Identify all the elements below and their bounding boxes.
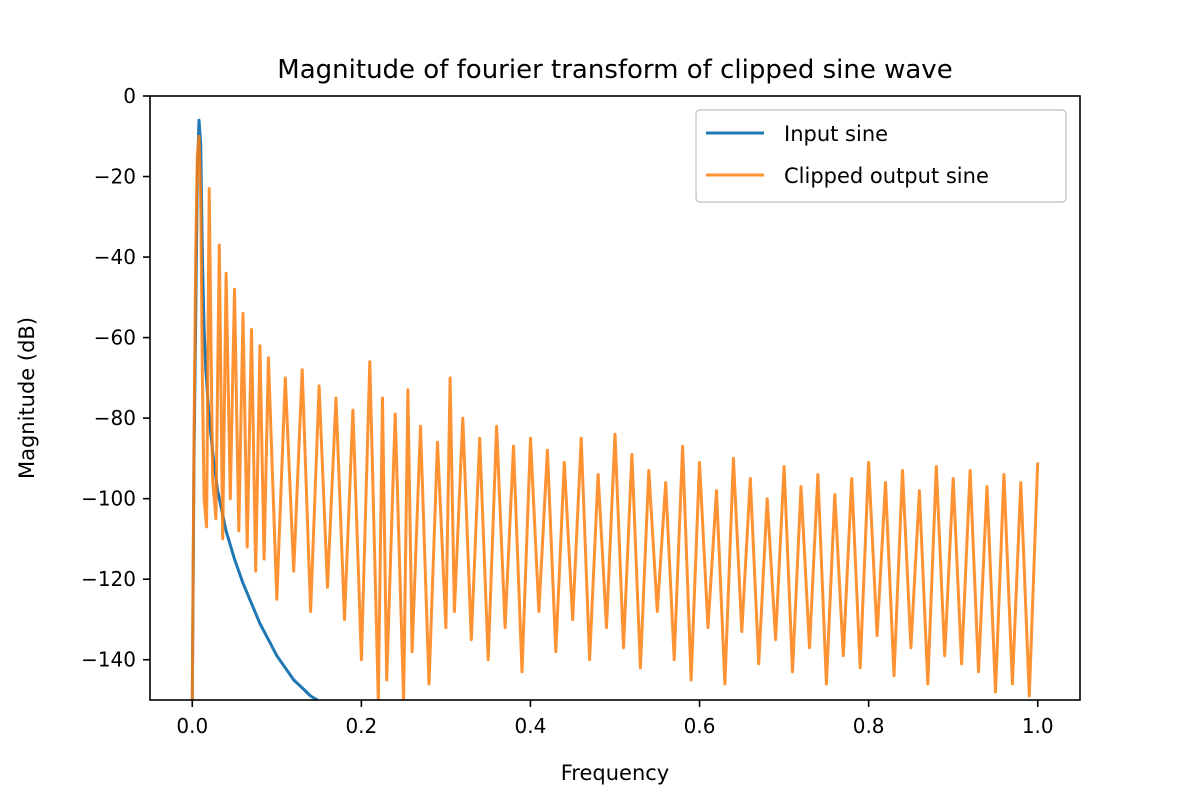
x-tick-label: 0.6 — [684, 714, 716, 738]
series-line-clipped-output-sine — [190, 134, 1040, 700]
y-tick-label: −120 — [81, 567, 136, 591]
y-tick-label: −100 — [81, 487, 136, 511]
plot-frame — [149, 95, 1081, 701]
legend-box — [695, 109, 1067, 203]
x-axis-label: Frequency — [561, 761, 670, 785]
y-tick-label: −140 — [81, 648, 136, 672]
y-tick-label: 0 — [123, 84, 136, 108]
x-tick-label: 0.8 — [853, 714, 885, 738]
legend-label-input-sine: Input sine — [784, 122, 888, 146]
plot-area: 0.0 0.2 0.4 0.6 0.8 1.0 0 −20 −40 −60 −80 −100 −120 −… — [81, 84, 1081, 738]
y-tick-label: −80 — [94, 406, 136, 430]
y-tick-label: −20 — [94, 165, 136, 189]
y-tick-label: −60 — [94, 326, 136, 350]
legend-label-clipped-output-sine: Clipped output sine — [784, 164, 989, 188]
y-tick-label: −40 — [94, 245, 136, 269]
x-tick-label: 0.0 — [176, 714, 208, 738]
y-axis-label: Magnitude (dB) — [15, 317, 39, 479]
legend: Input sine Clipped output sine — [695, 109, 1067, 203]
chart-title: Magnitude of fourier transform of clippe… — [277, 55, 952, 85]
x-tick-label: 0.4 — [515, 714, 547, 738]
x-tick-label: 0.2 — [345, 714, 377, 738]
x-tick-label: 1.0 — [1022, 714, 1054, 738]
